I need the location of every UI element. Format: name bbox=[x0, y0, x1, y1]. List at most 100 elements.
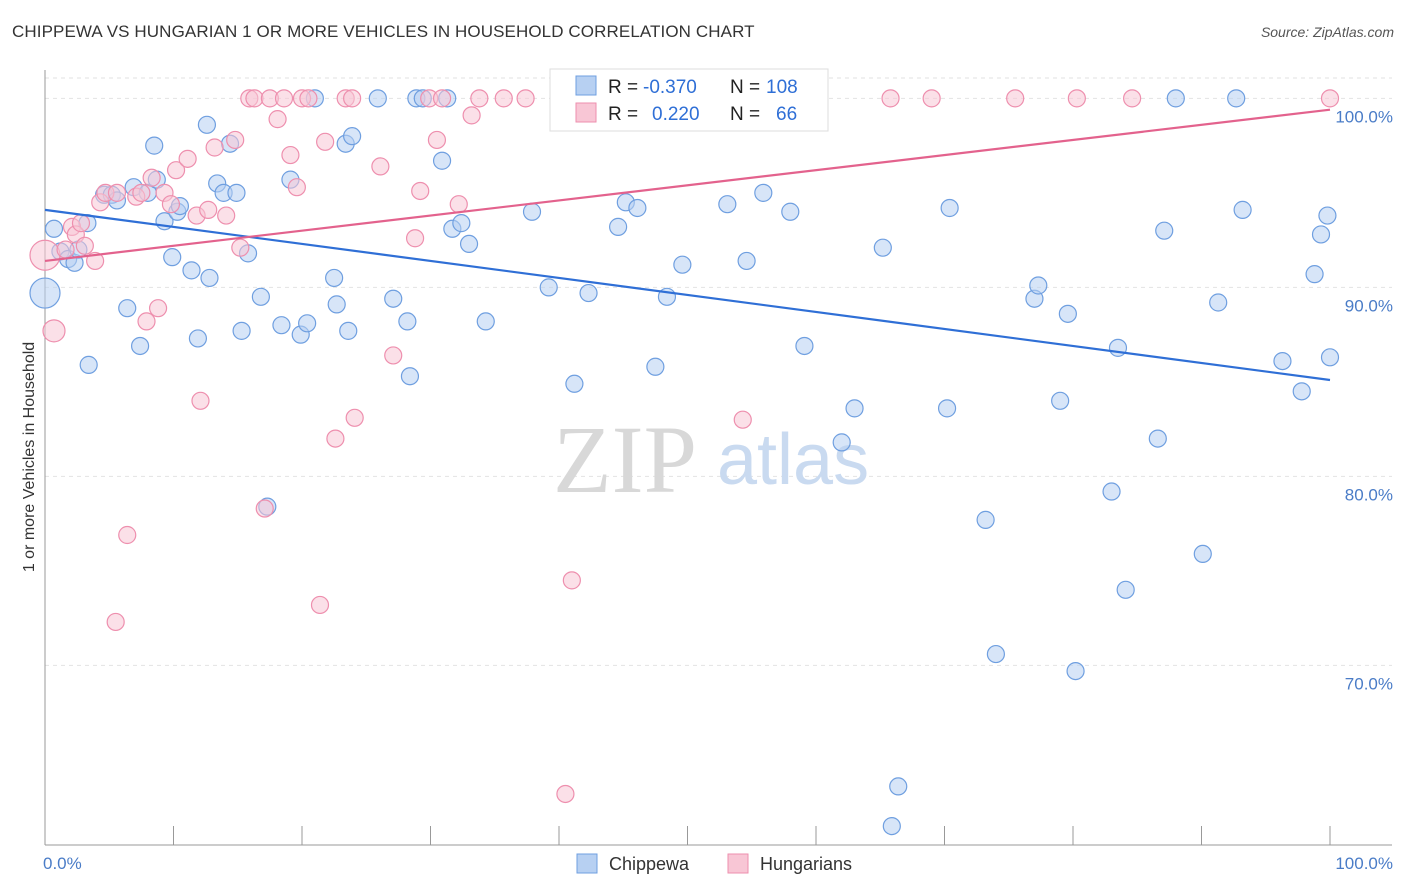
data-point-hungarians bbox=[245, 89, 264, 108]
data-point-chippewa bbox=[145, 136, 164, 155]
data-point-chippewa bbox=[272, 316, 291, 335]
data-point-chippewa bbox=[368, 89, 387, 108]
data-point-hungarians bbox=[161, 195, 181, 214]
watermark-zip: ZIP bbox=[553, 406, 697, 513]
y-tick-label: 100.0% bbox=[1335, 107, 1393, 126]
data-point-hungarians bbox=[562, 571, 581, 590]
data-point-hungarians bbox=[255, 499, 274, 518]
data-point-hungarians bbox=[1123, 89, 1142, 108]
data-point-hungarians bbox=[217, 206, 236, 225]
data-point-hungarians bbox=[118, 525, 137, 545]
data-point-chippewa bbox=[1305, 265, 1324, 284]
legend-r-value-hungarians: 0.220 bbox=[652, 104, 700, 125]
data-point-chippewa bbox=[400, 367, 420, 386]
data-point-chippewa bbox=[1058, 304, 1077, 323]
data-point-chippewa bbox=[1116, 580, 1135, 599]
data-point-hungarians bbox=[56, 240, 75, 259]
data-point-hungarians bbox=[316, 132, 335, 151]
data-point-hungarians bbox=[427, 130, 447, 150]
source-label: Source: ZipAtlas.com bbox=[1260, 24, 1394, 40]
data-point-chippewa bbox=[937, 399, 957, 418]
data-point-chippewa bbox=[565, 374, 584, 393]
data-point-chippewa bbox=[781, 202, 800, 221]
data-point-chippewa bbox=[832, 433, 851, 452]
legend-bottom-swatch-hungarians bbox=[727, 853, 749, 874]
data-point-chippewa bbox=[1292, 382, 1311, 401]
data-point-hungarians bbox=[268, 110, 287, 129]
axes bbox=[44, 70, 1392, 846]
legend-bottom-label-hungarians: Hungarians bbox=[760, 854, 852, 874]
data-point-hungarians bbox=[432, 89, 452, 108]
data-point-hungarians bbox=[75, 236, 94, 255]
data-point-chippewa bbox=[986, 644, 1006, 664]
data-point-chippewa bbox=[609, 217, 628, 236]
data-point-hungarians bbox=[132, 183, 151, 202]
data-point-hungarians bbox=[405, 229, 425, 248]
data-point-chippewa bbox=[118, 299, 137, 318]
data-point-chippewa bbox=[327, 295, 346, 314]
data-point-chippewa bbox=[343, 127, 362, 146]
legend-bottom-label-chippewa: Chippewa bbox=[609, 854, 690, 874]
data-point-chippewa bbox=[1320, 348, 1340, 367]
x-tick-label-min: 0.0% bbox=[43, 854, 82, 873]
data-point-chippewa bbox=[673, 255, 692, 274]
series-hungarians bbox=[29, 89, 1340, 804]
data-point-chippewa bbox=[795, 336, 814, 356]
watermark: ZIP atlas bbox=[553, 406, 869, 513]
legend-swatch-hungarians bbox=[575, 102, 597, 123]
data-point-hungarians bbox=[178, 149, 197, 168]
data-point-chippewa bbox=[476, 312, 495, 331]
data-point-hungarians bbox=[922, 89, 941, 108]
data-point-hungarians bbox=[1006, 89, 1025, 108]
data-point-chippewa bbox=[1273, 351, 1292, 371]
data-point-chippewa bbox=[44, 219, 64, 238]
data-point-chippewa bbox=[1155, 221, 1174, 240]
trend-line-chippewa bbox=[44, 208, 1331, 382]
data-point-hungarians bbox=[107, 183, 127, 202]
data-point-chippewa bbox=[646, 357, 665, 376]
data-point-hungarians bbox=[310, 595, 330, 615]
data-point-chippewa bbox=[1148, 429, 1167, 448]
data-point-chippewa bbox=[845, 399, 864, 418]
data-point-hungarians bbox=[556, 784, 575, 804]
data-point-chippewa bbox=[432, 151, 452, 170]
legend-n-value-hungarians: 66 bbox=[776, 104, 797, 125]
data-point-chippewa bbox=[1029, 276, 1048, 295]
data-point-hungarians bbox=[42, 319, 66, 343]
data-point-chippewa bbox=[1233, 200, 1252, 219]
data-point-chippewa bbox=[1227, 89, 1246, 108]
data-point-hungarians bbox=[384, 346, 403, 365]
data-point-chippewa bbox=[251, 287, 270, 306]
data-point-hungarians bbox=[516, 89, 535, 108]
data-point-hungarians bbox=[733, 410, 752, 429]
data-point-chippewa bbox=[298, 314, 317, 333]
data-point-hungarians bbox=[226, 130, 245, 150]
legend-n-value-chippewa: 108 bbox=[766, 77, 798, 98]
data-point-chippewa bbox=[1166, 89, 1185, 108]
data-point-hungarians bbox=[106, 612, 125, 632]
data-point-chippewa bbox=[940, 198, 959, 218]
data-point-hungarians bbox=[86, 251, 105, 271]
data-point-hungarians bbox=[881, 89, 900, 108]
data-point-hungarians bbox=[299, 89, 318, 108]
data-point-hungarians bbox=[29, 239, 61, 271]
gridlines bbox=[45, 77, 1392, 666]
legend-r-value-chippewa: -0.370 bbox=[643, 77, 697, 98]
data-point-chippewa bbox=[1066, 661, 1085, 681]
data-point-chippewa bbox=[197, 115, 217, 134]
y-tick-labels: 70.0% 80.0% 90.0% 100.0% bbox=[1335, 107, 1393, 693]
y-tick-label: 80.0% bbox=[1345, 485, 1393, 504]
x-tick-labels: 0.0% 100.0% bbox=[43, 854, 1393, 873]
data-point-hungarians bbox=[142, 168, 161, 187]
data-point-hungarians bbox=[411, 181, 430, 201]
y-axis-title: 1 or more Vehicles in Household bbox=[21, 342, 38, 572]
data-point-hungarians bbox=[71, 214, 91, 233]
data-point-chippewa bbox=[539, 278, 558, 297]
data-point-chippewa bbox=[182, 261, 201, 280]
data-point-hungarians bbox=[274, 89, 294, 108]
legend-bottom: Chippewa Hungarians bbox=[576, 853, 852, 874]
data-point-chippewa bbox=[1102, 482, 1121, 501]
data-point-chippewa bbox=[325, 268, 344, 288]
y-tick-label: 90.0% bbox=[1345, 296, 1393, 315]
data-point-chippewa bbox=[976, 510, 995, 529]
